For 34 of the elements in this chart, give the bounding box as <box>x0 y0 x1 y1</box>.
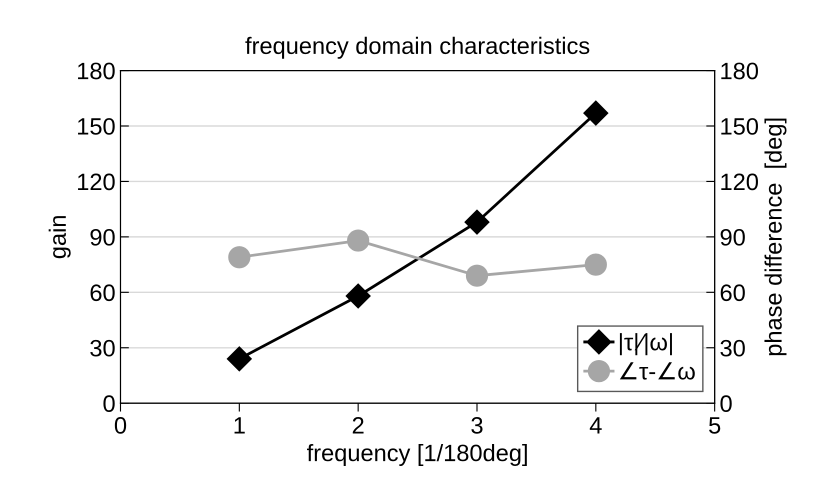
point <box>226 346 252 372</box>
x-tick-label: 0 <box>114 417 126 434</box>
x-tick-label: 4 <box>590 417 602 434</box>
y-tick-label: 120 <box>78 174 115 190</box>
x-tick-label: 5 <box>709 417 720 434</box>
point <box>228 246 250 268</box>
point <box>347 229 370 252</box>
legend-label: |τ|∕|ω| <box>620 333 672 356</box>
y2-tick-label: 180 <box>721 62 758 80</box>
y-tick-label: 30 <box>90 340 115 357</box>
y-tick-label: 60 <box>90 284 115 302</box>
y-tick-label: 0 <box>103 395 115 412</box>
x-tick-label: 1 <box>234 417 245 434</box>
x-tick-label: 3 <box>471 417 483 434</box>
point <box>584 253 607 276</box>
y2-tick-label: 60 <box>720 284 745 302</box>
chart-title: frequency domain characteristics <box>245 36 590 59</box>
y2-axis-title: phase difference [deg] <box>764 118 786 356</box>
y-tick-label: 150 <box>78 118 115 135</box>
point <box>346 284 371 308</box>
y2-tick-label: 0 <box>720 395 732 412</box>
y-tick-label: 90 <box>90 228 115 246</box>
y2-tick-label: 150 <box>721 118 758 135</box>
y2-tick-label: 30 <box>720 340 745 357</box>
y2-tick-label: 90 <box>720 228 745 246</box>
point <box>464 210 490 235</box>
y2-tick-label: 120 <box>721 174 758 190</box>
point <box>583 100 608 126</box>
legend-label: ∠τ-∠ω <box>620 362 695 380</box>
y-tick-label: 180 <box>78 62 115 80</box>
x-axis-title: frequency [1/180deg] <box>307 444 527 466</box>
point <box>466 264 488 287</box>
x-tick-label: 2 <box>352 417 364 434</box>
y-axis-title: gain <box>48 216 71 258</box>
